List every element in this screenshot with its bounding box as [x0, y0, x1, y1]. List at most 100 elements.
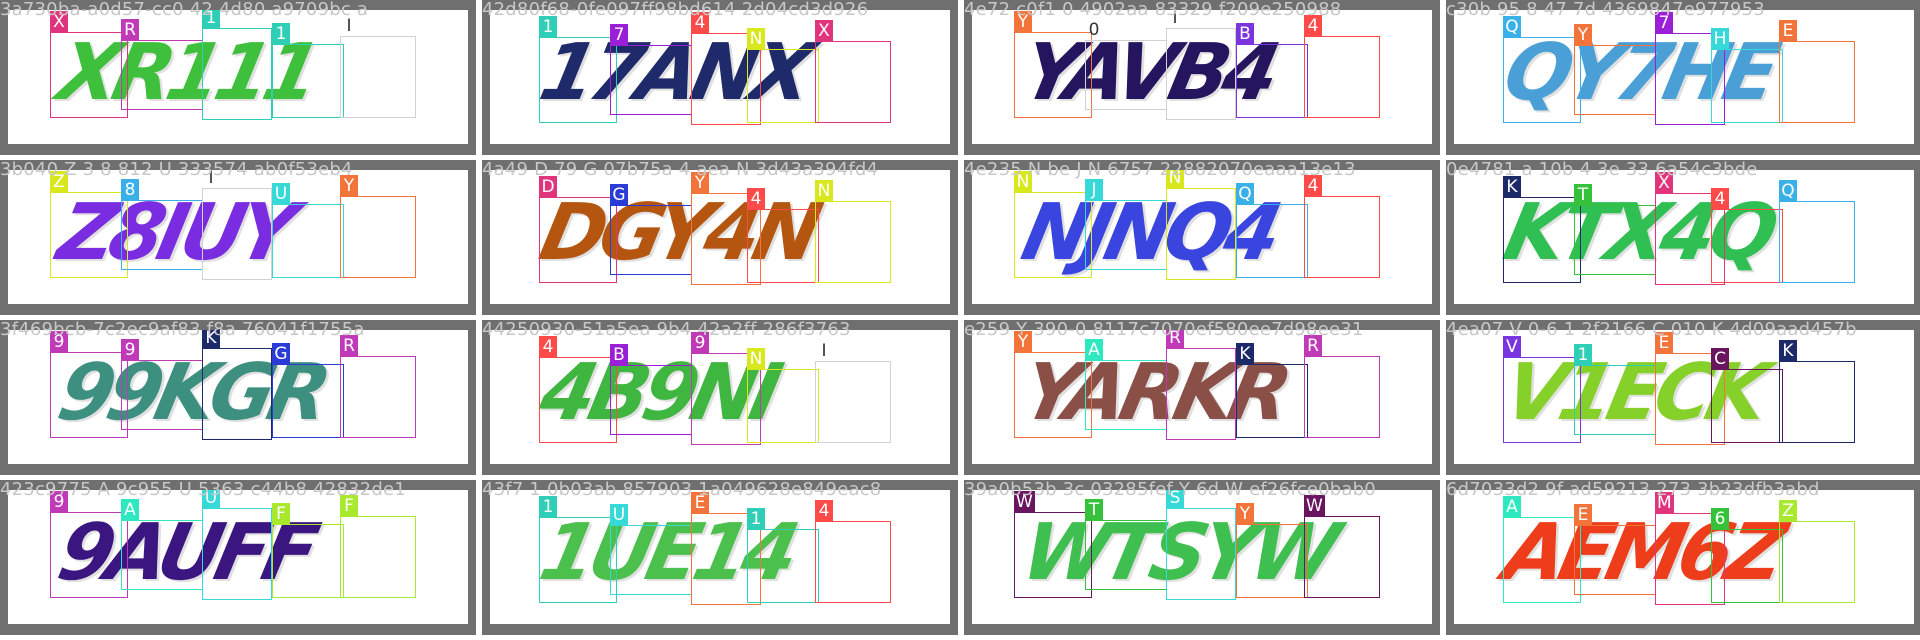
panel-title: 3f469bcb-7c2ec9af83 f8a 76041f1755a: [0, 320, 365, 340]
bounding-box: Y: [1014, 352, 1092, 438]
box-label: 1: [1574, 344, 1592, 366]
box-label: 4: [747, 188, 765, 210]
captcha-panel: QY7HE Q Y 7 H Ec30b 95 8 47 7d 4369847e977953: [1446, 0, 1920, 155]
captcha-image: Z8IUY Z 8 I U Y: [8, 170, 468, 304]
captcha-image: 99KGR 9 9 K G R: [8, 330, 468, 464]
box-label: X: [815, 20, 833, 42]
bounding-box: E: [1779, 41, 1855, 123]
box-label: N: [747, 348, 765, 370]
bounding-box: 4: [815, 521, 891, 603]
bounding-box: X: [815, 41, 891, 123]
bounding-box: 4: [539, 357, 617, 443]
bounding-box: R: [1304, 356, 1380, 438]
bounding-box: N: [1166, 188, 1236, 280]
captcha-image: YARKR Y A R K R: [972, 330, 1432, 464]
bounding-box: I: [1166, 28, 1236, 120]
bounding-box: C: [1711, 369, 1783, 443]
bounding-box: A: [1085, 360, 1167, 430]
bounding-box: D: [539, 197, 617, 283]
panel-title: 43f7 1 0b03ab 857903 1a049628e849eac8: [482, 480, 881, 500]
bounding-box: 1: [202, 28, 272, 120]
captcha-image: DGY4N D G Y 4 N: [490, 170, 950, 304]
box-label: I: [815, 340, 833, 362]
panel-title: 6d7033d2 9f ad59213 273 3b23dfb3abd: [1446, 480, 1820, 500]
box-label: Y: [1574, 24, 1592, 46]
box-label: N: [747, 28, 765, 50]
bounding-box: R: [121, 40, 203, 110]
bounding-box: 1: [1574, 365, 1656, 435]
bounding-box: 9: [121, 360, 203, 430]
box-label: G: [610, 184, 628, 206]
box-label: B: [1236, 23, 1254, 45]
panel-title: 4e235 N be J N 6757 22882070eaaa13e13: [964, 160, 1356, 180]
bounding-box: Y: [1014, 32, 1092, 118]
bounding-box: 8: [121, 200, 203, 270]
box-label: Z: [1779, 500, 1797, 522]
bounding-box: 9: [50, 352, 128, 438]
panel-title: 3a730ba-a0d57-cc0 42 4d80 a9709bc a: [0, 0, 368, 20]
box-label: H: [1711, 28, 1729, 50]
bounding-box: F: [272, 524, 344, 598]
captcha-panel: V1ECK V 1 E C K 4ea07 V 0-6 1 2f2166 C 010 K 4…: [1446, 320, 1920, 475]
captcha-panel: NJNQ4 N J N Q 4 4e235 N be J N 6757 22882070ea…: [964, 160, 1440, 315]
bounding-box: G: [272, 364, 344, 438]
bounding-box: K: [202, 348, 272, 440]
box-label: A: [121, 499, 139, 521]
box-label: Q: [1779, 180, 1797, 202]
bounding-box: I: [340, 36, 416, 118]
captcha-image: 9AUFF 9 A U F F: [8, 490, 468, 624]
bounding-box: T: [1085, 520, 1167, 590]
captcha-image: 1UE14 1 U E 1 4: [490, 490, 950, 624]
bounding-box: 4: [1711, 209, 1783, 283]
bounding-box: B: [610, 365, 692, 435]
bounding-box: V: [1503, 357, 1581, 443]
bounding-box: N: [747, 369, 819, 443]
box-label: 1: [747, 508, 765, 530]
panel-title: 3b040 Z 3 8 812 U 333574 ab0f53eb4: [0, 160, 353, 180]
bounding-box: 4: [747, 209, 819, 283]
bounding-box: K: [1503, 197, 1581, 283]
captcha-image: AEM6Z A E M 6 Z: [1454, 490, 1914, 624]
box-label: N: [815, 180, 833, 202]
box-label: 8: [121, 179, 139, 201]
captcha-panel: DGY4N D G Y 4 N 4a49 D 79 G 07b75a 4 aea N 3d4…: [482, 160, 958, 315]
bounding-box: B: [1236, 44, 1308, 118]
bounding-box: 4: [1304, 196, 1380, 278]
box-label: 7: [610, 24, 628, 46]
captcha-panel: 9AUFF 9 A U F F 423c9775 A 9c955 U 5363 c44b8 …: [0, 480, 476, 635]
bounding-box: N: [1014, 192, 1092, 278]
captcha-panel: Z8IUY Z 8 I U Y 3b040 Z 3 8 812 U 333574 ab0f5…: [0, 160, 476, 315]
box-label: 4: [815, 500, 833, 522]
bounding-box: K: [1236, 364, 1308, 438]
bounding-box: R: [1166, 348, 1236, 440]
bounding-box: H: [1711, 49, 1783, 123]
bounding-box: G: [610, 205, 692, 275]
box-label: 6: [1711, 508, 1729, 530]
box-label: T: [1574, 184, 1592, 206]
box-label: 4: [1711, 188, 1729, 210]
captcha-panel: 17ANX 1 7 4 N X 42d80f68-0fe097ff98bd614 2d04c…: [482, 0, 958, 155]
bounding-box: 7: [610, 45, 692, 115]
box-label: T: [1085, 499, 1103, 521]
captcha-panel: 99KGR 9 9 K G R 3f469bcb-7c2ec9af83 f8a 76041f…: [0, 320, 476, 475]
box-label: E: [1779, 20, 1797, 42]
bounding-box: Q: [1779, 201, 1855, 283]
panel-title: 39a0b53b 3c 03285fef Y 6d W ef26fce0bab0: [964, 480, 1376, 500]
box-label: E: [1574, 504, 1592, 526]
bounding-box: U: [272, 204, 344, 278]
captcha-panel: YARKR Y A R K Re259 Y 390-0 8117c7070ef580ee7…: [964, 320, 1440, 475]
bounding-box: N: [747, 49, 819, 123]
captcha-panel: AEM6Z A E M 6 Z 6d7033d2 9f ad59213 273 3b23df…: [1446, 480, 1920, 635]
captcha-image: 17ANX 1 7 4 N X: [490, 10, 950, 144]
captcha-image: NJNQ4 N J N Q 4: [972, 170, 1432, 304]
box-label: K: [1236, 343, 1254, 365]
captcha-panel: 4B9NI 4 B 9 N I 44250930-51a5ea 9b4 42a2ff 286…: [482, 320, 958, 475]
box-label: J: [1085, 179, 1103, 201]
bounding-box: 1: [272, 44, 344, 118]
panel-title: 44250930-51a5ea 9b4 42a2ff 286f3763: [482, 320, 851, 340]
box-label: K: [1779, 340, 1797, 362]
bounding-box: K: [1779, 361, 1855, 443]
bounding-box: 4: [1304, 36, 1380, 118]
panel-title: 423c9775 A 9c955 U 5363 c44b8 42832de1: [0, 480, 406, 500]
